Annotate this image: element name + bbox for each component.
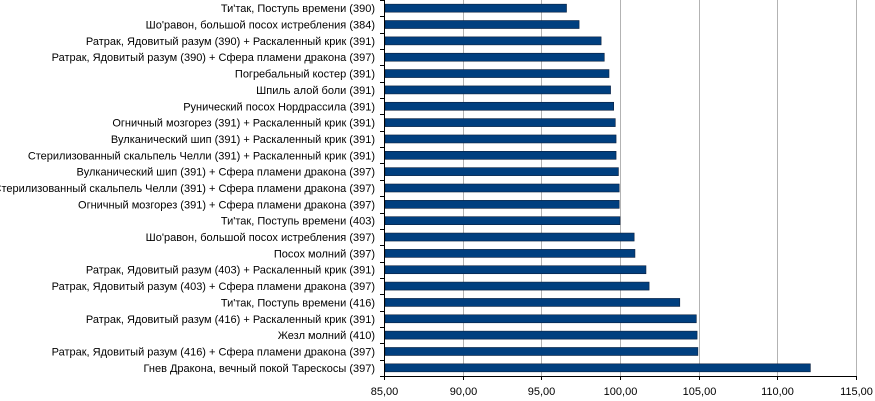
category-label: Огничный мозгорез (391) + Раскаленный кр… (112, 118, 375, 130)
category-label: Ратрак, Ядовитый разум (416) + Сфера пла… (52, 346, 375, 358)
category-label: Жезл молний (410) (278, 330, 375, 342)
bar (384, 69, 610, 78)
category-label: Гнев Дракона, вечный покой Тарескосы (39… (144, 363, 375, 375)
category-label: Ратрак, Ядовитый разум (403) + Сфера пла… (52, 281, 375, 293)
gridlines (463, 0, 857, 376)
bar (384, 167, 619, 176)
category-label: Рунический посох Нордрассила (391) (183, 101, 375, 113)
bar (384, 3, 567, 13)
bars (384, 3, 811, 373)
category-label: Ти'так, Поступь времени (390) (221, 3, 375, 15)
bar (384, 151, 617, 160)
bar (384, 314, 697, 324)
axes (380, 0, 857, 380)
category-label: Ти'так, Поступь времени (403) (221, 216, 375, 228)
bar (384, 134, 617, 144)
bar (384, 52, 605, 62)
bar (384, 36, 602, 46)
bar (384, 281, 650, 291)
bar (384, 330, 698, 340)
category-label: Посох молний (397) (274, 248, 375, 260)
bar (384, 249, 636, 258)
bar (384, 200, 620, 209)
bar (384, 85, 611, 95)
category-label: Шо'равон, большой посох истребления (384… (146, 20, 375, 32)
bar (384, 363, 811, 373)
bar (384, 118, 616, 127)
category-label: Ратрак, Ядовитый разум (390) + Сфера пла… (52, 52, 375, 64)
bar (384, 298, 681, 307)
category-label: Вулканический шип (391) + Раскаленный кр… (111, 134, 375, 146)
category-label: Стерилизованный скальпель Челли (391) + … (0, 183, 375, 195)
bar (384, 347, 699, 356)
bar (384, 20, 580, 29)
bar (384, 232, 635, 242)
category-label: Погребальный костер (391) (235, 69, 375, 81)
category-label: Ратрак, Ядовитый разум (403) + Раскаленн… (86, 265, 375, 277)
category-label: Вулканический шип (391) + Сфера пламени … (77, 167, 375, 179)
x-tick-label: 100,00 (604, 386, 638, 398)
category-labels: Ти'так, Поступь времени (390) Шо'равон, б… (0, 3, 375, 375)
bar (384, 101, 615, 111)
category-label: Шпиль алой боли (391) (256, 85, 375, 97)
bar (384, 183, 620, 193)
category-label: Ти'так, Поступь времени (416) (221, 297, 375, 309)
category-label: Ратрак, Ядовитый разум (416) + Раскаленн… (86, 314, 375, 326)
bar (384, 265, 647, 275)
x-tick-label: 95,00 (528, 386, 556, 398)
x-tick-label: 90,00 (450, 386, 478, 398)
x-tick-label: 85,00 (371, 386, 399, 398)
x-tick-label: 115,00 (840, 386, 873, 398)
category-label: Ратрак, Ядовитый разум (390) + Раскаленн… (86, 36, 375, 48)
x-tick-labels: 85,00 90,00 95,00 100,00 105,00 110,00 115,00 (371, 386, 873, 398)
category-label: Стерилизованный скальпель Челли (391) + … (28, 150, 375, 162)
bar (384, 216, 621, 225)
category-label: Огничный мозгорез (391) + Сфера пламени … (78, 199, 375, 211)
x-tick-label: 105,00 (683, 386, 717, 398)
x-tick-label: 110,00 (761, 386, 794, 398)
category-label: Шо'равон, большой посох истребления (397… (146, 232, 375, 244)
